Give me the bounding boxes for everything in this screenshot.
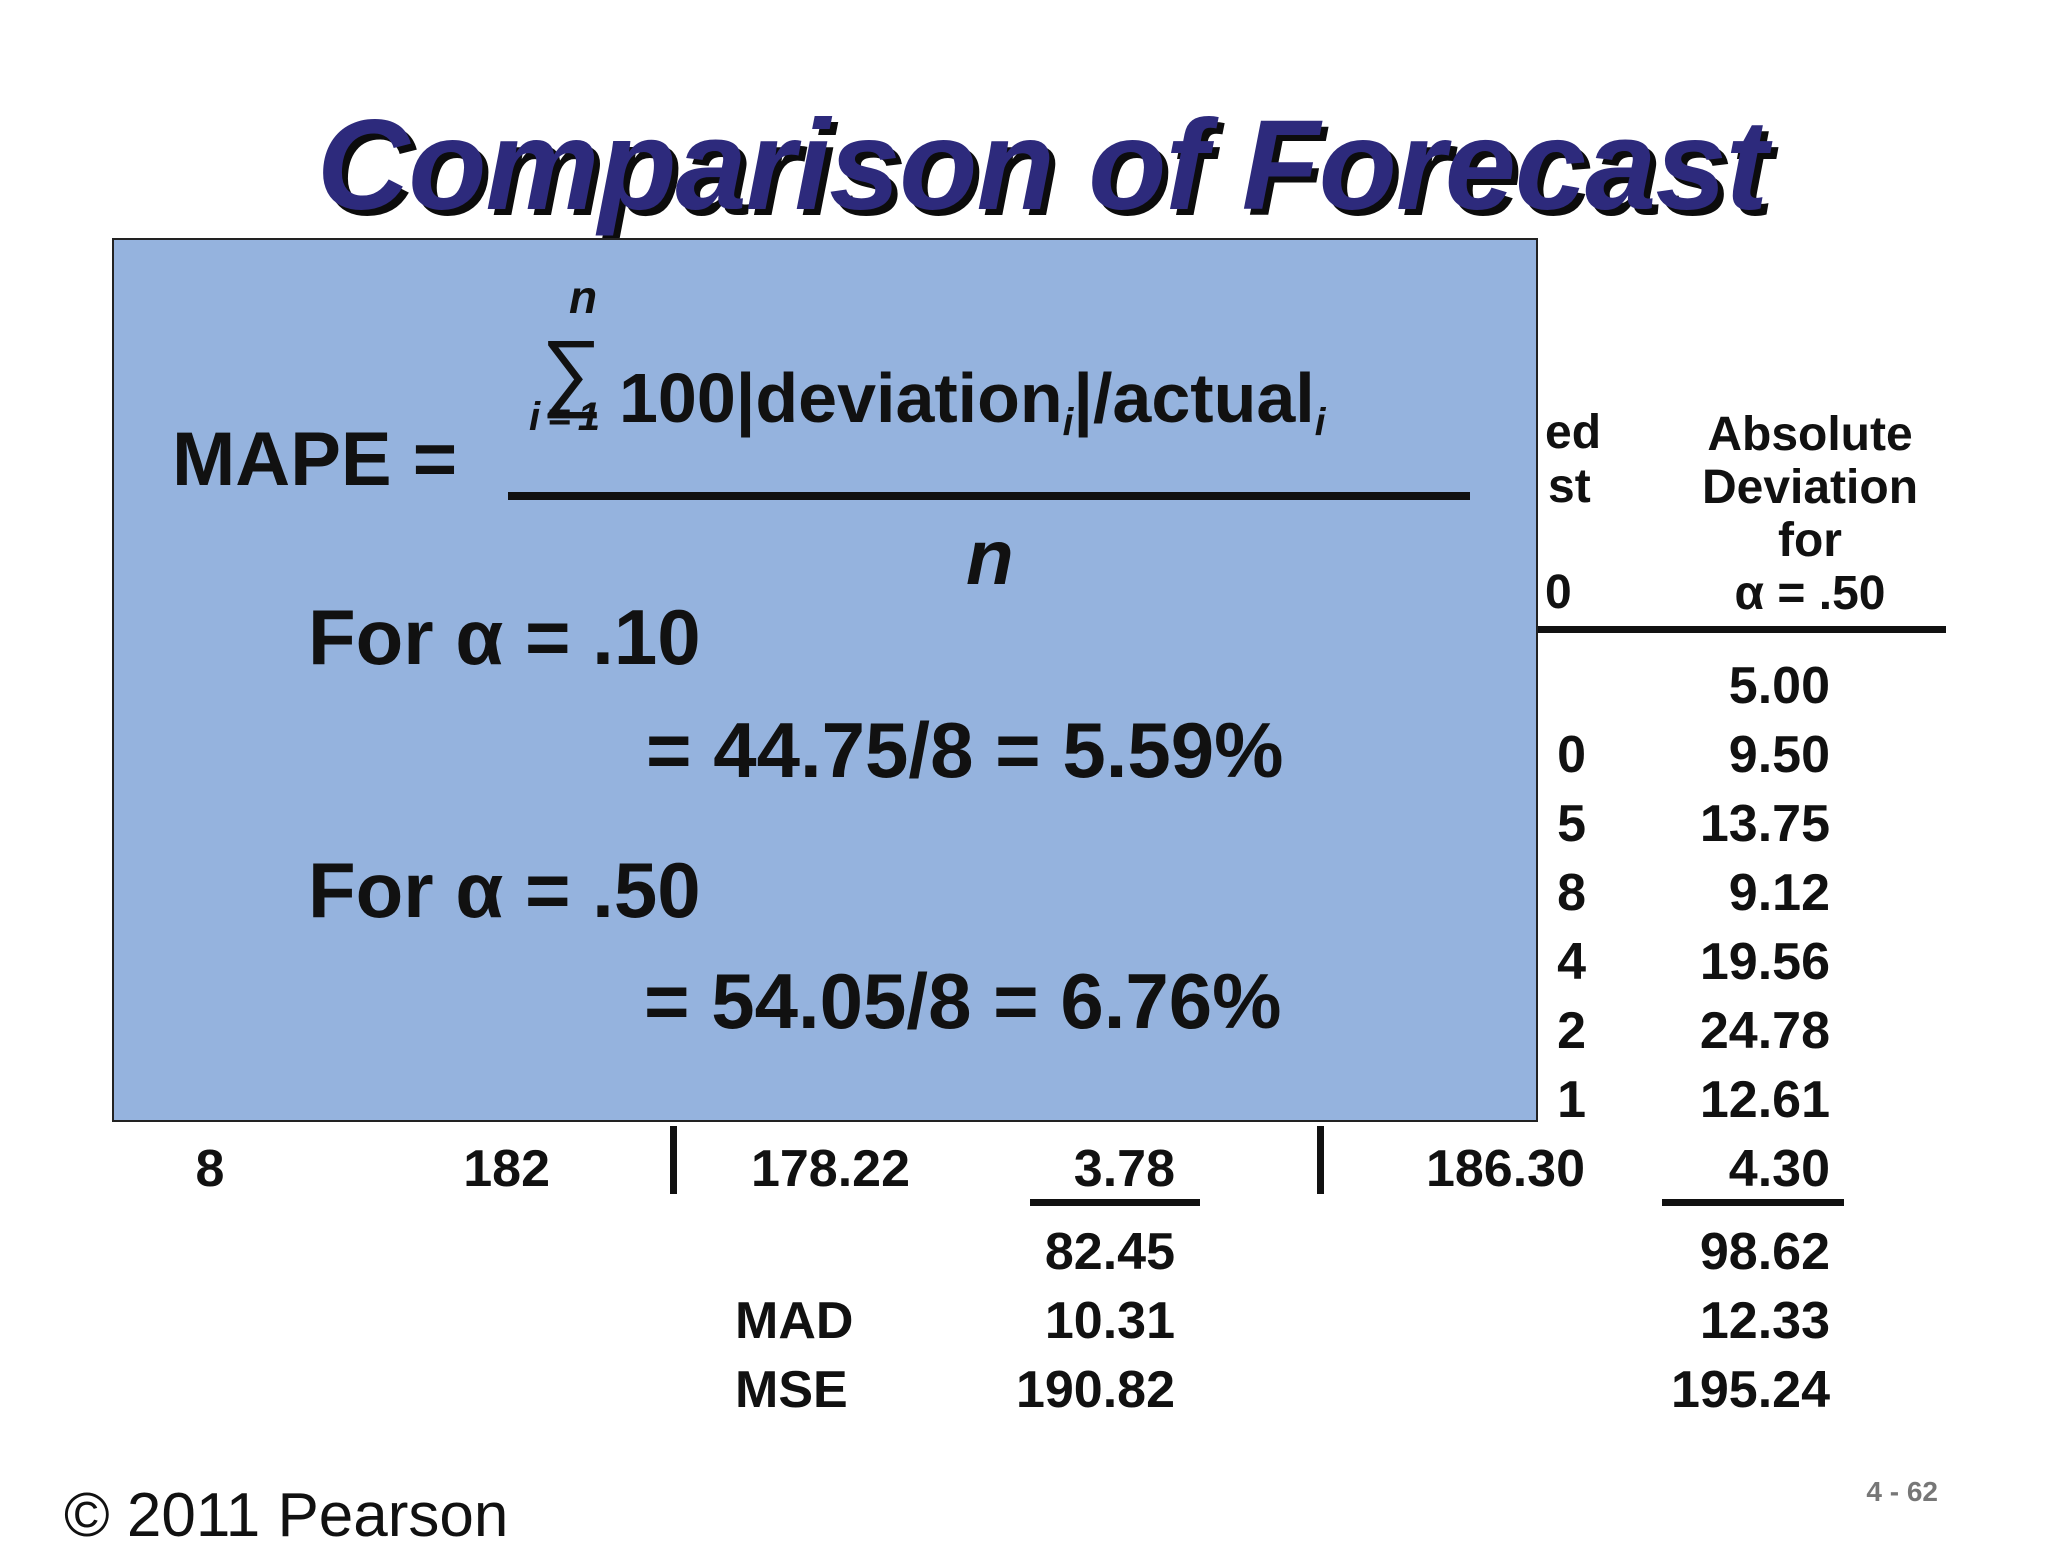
case2-result: = 54.05/8 = 6.76% — [644, 957, 1282, 1045]
abs-dev-050-cell: 13.75 — [1699, 795, 1830, 853]
mad-010: 10.31 — [1044, 1292, 1175, 1350]
header-abs-dev-050: Absolute Deviation for α = .50 — [1660, 408, 1960, 620]
partial-forecast-cell: 5 — [1557, 795, 1586, 853]
numerator-subscript-1: i — [1062, 401, 1074, 445]
actual-cell: 182 — [463, 1140, 550, 1198]
header-partial-st: st — [1548, 460, 1591, 513]
abs-dev-050-cell: 5.00 — [1728, 657, 1830, 715]
sum-rule-010 — [1030, 1199, 1200, 1206]
case1-result: = 44.75/8 = 5.59% — [646, 706, 1284, 794]
case2-label: For α = .50 — [308, 846, 701, 934]
partial-forecast-cell: 1 — [1557, 1071, 1586, 1129]
header-line-deviation: Deviation — [1701, 461, 1919, 514]
header-rule — [1530, 626, 1946, 633]
header-line-for: for — [1778, 514, 1842, 567]
mse-010: 190.82 — [1015, 1361, 1175, 1419]
slide-number: 4 - 62 — [1866, 1476, 1938, 1507]
numerator-part-b: |/actual — [1073, 359, 1315, 437]
sum-050: 98.62 — [1699, 1223, 1830, 1281]
quarter-cell: 8 — [195, 1140, 225, 1198]
fraction-bar — [508, 492, 1470, 500]
header-partial-ed: ed — [1545, 406, 1602, 459]
formula-numerator: 100|deviationi|/actuali — [619, 358, 1325, 445]
abs-dev-050-cell: 19.56 — [1699, 933, 1830, 991]
slide-title: Comparison of Forecast — [316, 94, 1768, 237]
abs-dev-050-cell: 4.30 — [1728, 1140, 1830, 1198]
header-line-alpha: α = .50 — [1734, 567, 1886, 620]
sum-rule-050 — [1662, 1199, 1844, 1206]
numerator-subscript-2: i — [1314, 401, 1326, 445]
mse-label: MSE — [735, 1361, 848, 1419]
formula-denominator: n — [966, 513, 1014, 601]
abs-dev-050-cell: 9.12 — [1728, 864, 1830, 922]
mad-label: MAD — [735, 1292, 854, 1350]
mape-label: MAPE = — [172, 417, 458, 502]
column-divider-left — [670, 1126, 677, 1194]
partial-forecast-cell: 8 — [1557, 864, 1586, 922]
forecast-010-cell: 178.22 — [750, 1140, 910, 1198]
sum-010: 82.45 — [1044, 1223, 1175, 1281]
sum-lower-limit: i = 1 — [529, 395, 600, 439]
header-line-absolute: Absolute — [1707, 408, 1913, 461]
abs-dev-050-cell: 24.78 — [1699, 1002, 1830, 1060]
partial-forecast-cell: 2 — [1557, 1002, 1586, 1060]
sigma-symbol: ∑ — [541, 323, 603, 419]
numerator-part-a: 100|deviation — [619, 359, 1063, 437]
abs-dev-010-cell: 3.78 — [1073, 1140, 1175, 1198]
mse-050: 195.24 — [1670, 1361, 1830, 1419]
abs-dev-050-cell: 9.50 — [1728, 726, 1830, 784]
mad-050: 12.33 — [1699, 1292, 1830, 1350]
copyright-footer: © 2011 Pearson — [64, 1481, 509, 1550]
sum-upper-limit: n — [569, 271, 598, 323]
header-partial-alpha: 0 — [1545, 566, 1572, 619]
abs-dev-050-cell: 12.61 — [1699, 1071, 1830, 1129]
partial-forecast-cell: 4 — [1557, 933, 1586, 991]
partial-forecast-cell: 0 — [1557, 726, 1586, 784]
column-divider-right — [1317, 1126, 1324, 1194]
case1-label: For α = .10 — [308, 593, 701, 681]
forecast-050-cell: 186.30 — [1425, 1140, 1585, 1198]
mape-formula-box: n ∑ i = 1 100|deviationi|/actuali MAPE =… — [112, 238, 1538, 1122]
